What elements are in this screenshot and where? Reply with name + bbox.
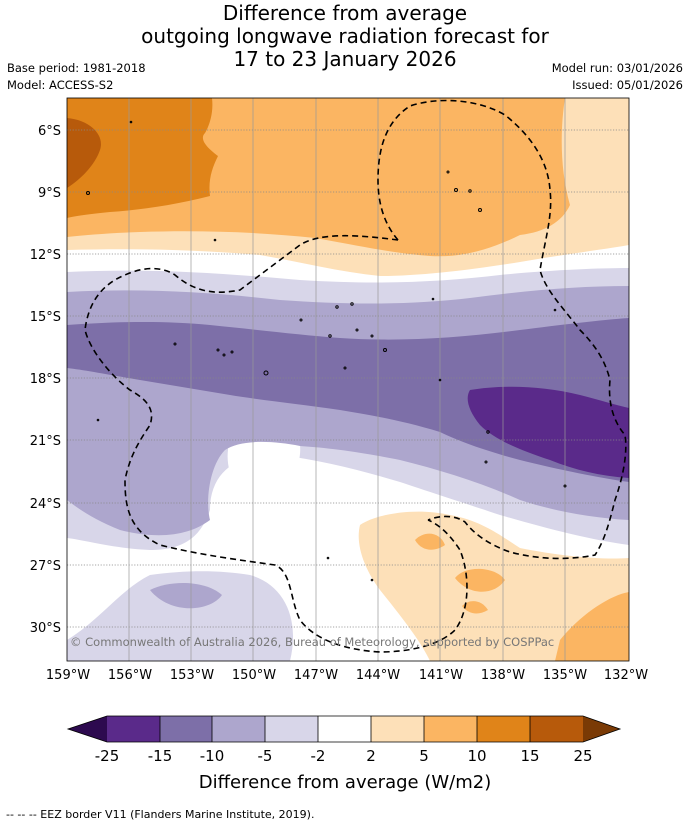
lat-label: 15°S — [30, 310, 61, 325]
colorbar-dividers — [159, 716, 531, 742]
anomaly-5-10-south-d — [555, 592, 629, 661]
colorbar-bin — [107, 716, 160, 742]
colorbar-under — [68, 716, 107, 742]
lat-label: 21°S — [30, 434, 61, 449]
colorbar-bin — [371, 716, 424, 742]
issued-date: Issued: 05/01/2026 — [572, 78, 683, 92]
map-plot-area — [67, 98, 629, 661]
lat-label: 9°S — [38, 186, 61, 201]
lon-label: 141°W — [419, 668, 463, 683]
map-frame — [66, 97, 630, 662]
colorbar-label: Difference from average (W/m2) — [199, 772, 491, 793]
lat-label: 6°S — [38, 124, 61, 139]
colorbar-bin — [212, 716, 265, 742]
lon-label: 150°W — [232, 668, 276, 683]
colorbar-tick: -15 — [148, 747, 173, 765]
colorbar-tick: -25 — [95, 747, 120, 765]
lon-labels: 159°W 156°W 153°W 150°W 147°W 144°W 141°… — [46, 668, 648, 683]
lat-labels: 6°S 9°S 12°S 15°S 18°S 21°S 24°S 27°S 30… — [30, 124, 61, 636]
anomaly-15-25-north — [67, 118, 101, 188]
colorbar-outline — [66, 715, 622, 743]
colorbar-over — [583, 716, 620, 742]
anomaly-5-10-south-a — [415, 533, 445, 550]
colorbar-tick: -5 — [258, 747, 273, 765]
lon-label: 132°W — [604, 668, 648, 683]
anomaly-m10-15 — [67, 318, 629, 482]
lat-gridlines — [67, 129, 629, 628]
colorbar-tick: -10 — [200, 747, 225, 765]
lat-label: 30°S — [30, 621, 61, 636]
base-period: Base period: 1981-2018 — [7, 61, 146, 75]
colorbar-ticks: -25 -15 -10 -5 -2 2 5 10 15 25 — [95, 747, 593, 765]
colorbar-bin — [477, 716, 530, 742]
title-line-3: 17 to 23 January 2026 — [233, 47, 457, 71]
lon-label: 153°W — [170, 668, 214, 683]
anomaly-m2-5-south — [67, 571, 294, 661]
lat-label: 12°S — [30, 248, 61, 263]
eez-footnote: -- -- -- EEZ border V11 (Flanders Marine… — [6, 808, 315, 821]
model-run: Model run: 03/01/2026 — [551, 61, 683, 75]
chart-title: Difference from average outgoing longwav… — [0, 2, 690, 71]
colorbar-bin — [530, 716, 583, 742]
lat-label: 18°S — [30, 372, 61, 387]
eez-border-north — [377, 99, 627, 560]
lon-label: 159°W — [46, 668, 90, 683]
meta-left: Base period: 1981-2018 Model: ACCESS-S2 — [7, 60, 146, 94]
model-name: Model: ACCESS-S2 — [7, 78, 114, 92]
anomaly-10-15-north — [67, 98, 218, 218]
colorbar-tick: 2 — [366, 747, 376, 765]
anomaly-5-10-south-c — [462, 601, 488, 614]
colorbar-tick: 15 — [520, 747, 539, 765]
colorbar-tick: 25 — [573, 747, 592, 765]
lon-label: 156°W — [108, 668, 152, 683]
colorbar: -25 -15 -10 -5 -2 2 5 10 15 25 Differenc… — [66, 715, 622, 793]
map-copyright: © Commonwealth of Australia 2026, Bureau… — [70, 635, 554, 649]
lat-label: 27°S — [30, 559, 61, 574]
colorbar-bin — [318, 716, 371, 742]
colorbar-bin — [265, 716, 318, 742]
islands — [86, 120, 567, 582]
lon-label: 147°W — [294, 668, 338, 683]
map-figure: © Commonwealth of Australia 2026, Bureau… — [30, 97, 648, 793]
meta-right: Model run: 03/01/2026 Issued: 05/01/2026 — [552, 60, 683, 94]
title-line-2: outgoing longwave radiation forecast for — [141, 24, 549, 48]
title-line-1: Difference from average — [222, 1, 468, 25]
colorbar-tick: 5 — [419, 747, 429, 765]
lon-gridlines — [128, 98, 566, 661]
colorbar-bin — [424, 716, 477, 742]
colorbar-tick: 10 — [467, 747, 486, 765]
colorbar-tick: -2 — [311, 747, 326, 765]
lon-label: 138°W — [481, 668, 525, 683]
lat-label: 24°S — [30, 497, 61, 512]
colorbar-bin — [160, 716, 212, 742]
lon-label: 135°W — [543, 668, 587, 683]
anomaly-m15-25 — [467, 386, 629, 478]
lon-label: 144°W — [356, 668, 400, 683]
anomaly-m5-10-south — [150, 583, 222, 609]
